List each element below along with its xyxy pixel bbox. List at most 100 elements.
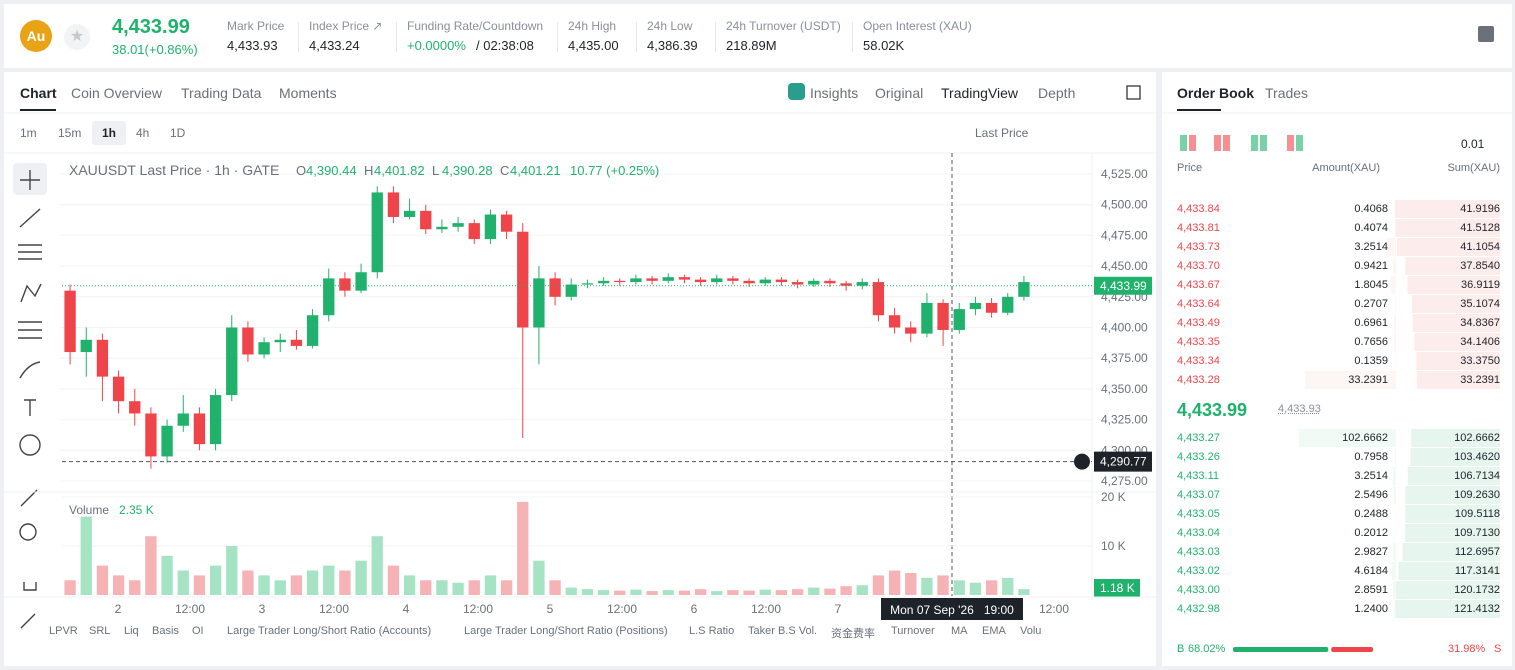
book-tab[interactable]: Trades bbox=[1265, 85, 1309, 101]
ohlc-key: H bbox=[364, 163, 374, 178]
volume-bar bbox=[646, 591, 658, 595]
volume-bar bbox=[145, 536, 157, 595]
view-tab[interactable]: Original bbox=[875, 85, 924, 101]
book-sum: 103.4620 bbox=[1454, 451, 1500, 463]
depth-bar bbox=[1398, 562, 1500, 580]
candle-body bbox=[436, 226, 448, 230]
favorite[interactable]: ★ bbox=[64, 24, 90, 50]
indicator[interactable]: Volu bbox=[1020, 625, 1042, 637]
indicator[interactable]: Turnover bbox=[891, 625, 935, 637]
view-tab[interactable]: TradingView bbox=[941, 85, 1019, 101]
chart-tab[interactable]: Chart bbox=[20, 85, 57, 101]
volume-bar bbox=[242, 570, 254, 595]
interval[interactable]: 4h bbox=[136, 126, 150, 140]
view-tab[interactable]: Depth bbox=[1038, 85, 1076, 101]
indicator[interactable]: MA bbox=[951, 625, 968, 637]
indicator[interactable]: SRL bbox=[89, 625, 111, 637]
volume-bar bbox=[403, 575, 416, 595]
indicator[interactable]: EMA bbox=[982, 625, 1006, 637]
interval[interactable]: 1D bbox=[170, 126, 186, 140]
column-header: Sum(XAU) bbox=[1447, 162, 1500, 174]
precision: 0.01 bbox=[1461, 137, 1485, 151]
price-source[interactable]: Last Price bbox=[975, 126, 1029, 140]
candle-body bbox=[1018, 282, 1030, 297]
candle-body bbox=[339, 278, 351, 291]
interval[interactable]: 15m bbox=[58, 126, 82, 140]
depth-bar bbox=[1402, 543, 1500, 561]
stat-value: 4,433.93 bbox=[227, 38, 278, 53]
indicator[interactable]: Large Trader Long/Short Ratio (Accounts) bbox=[227, 625, 432, 637]
candle-body bbox=[969, 302, 982, 310]
candle-body bbox=[274, 339, 286, 343]
x-tick-label: 2 bbox=[115, 602, 122, 616]
depth-bar bbox=[1416, 371, 1500, 389]
chart-tab[interactable]: Moments bbox=[279, 85, 337, 101]
depth-bar bbox=[1396, 219, 1500, 237]
buy-ratio: 68.02% bbox=[1188, 643, 1226, 655]
fullscreen bbox=[1126, 85, 1141, 100]
separator bbox=[636, 22, 637, 52]
cross-label: 4,290.77 bbox=[1100, 455, 1147, 469]
last-price-label: 4,433.99 bbox=[1100, 279, 1147, 293]
candle-body bbox=[306, 315, 319, 346]
candle-body bbox=[597, 280, 610, 284]
view-tab[interactable]: Insights bbox=[810, 85, 859, 101]
indicator[interactable]: Basis bbox=[152, 625, 179, 637]
book-price: 4,433.35 bbox=[1177, 336, 1220, 348]
indicator[interactable]: OI bbox=[192, 625, 204, 637]
x-tick-label: 12:00 bbox=[751, 602, 781, 616]
separator bbox=[557, 22, 558, 52]
depth-bar bbox=[1410, 448, 1500, 466]
volume-bar bbox=[985, 580, 998, 595]
x-tick-label: 12:00 bbox=[175, 602, 205, 616]
ohlc-value: 4,401.21 bbox=[510, 163, 561, 178]
candle-body bbox=[500, 214, 513, 232]
book-amount: 102.6662 bbox=[1342, 432, 1388, 444]
ohlc-value: 4,390.28 bbox=[442, 163, 493, 178]
candle-body bbox=[1002, 296, 1014, 313]
volume-bar bbox=[565, 587, 577, 595]
chart-tab[interactable]: Coin Overview bbox=[71, 85, 163, 101]
book-view bbox=[1189, 135, 1196, 151]
ohlc-key: C bbox=[500, 163, 510, 178]
volume-bar bbox=[824, 588, 836, 595]
separator bbox=[715, 22, 716, 52]
book-amount: 2.8591 bbox=[1354, 584, 1388, 596]
interval[interactable]: 1m bbox=[20, 126, 37, 140]
volume-bar bbox=[969, 582, 982, 595]
x-tick-label: 3 bbox=[259, 602, 266, 616]
stat-label: 24h Turnover (USDT) bbox=[726, 19, 841, 33]
indicator[interactable]: Large Trader Long/Short Ratio (Positions… bbox=[464, 625, 668, 637]
volume-bar bbox=[1002, 577, 1014, 595]
indicator[interactable]: Taker B.S Vol. bbox=[748, 625, 818, 637]
interval[interactable]: 1h bbox=[102, 126, 117, 140]
candle-body bbox=[985, 302, 998, 313]
candle-body bbox=[420, 210, 432, 230]
volume-bar bbox=[905, 572, 917, 595]
book-view bbox=[1260, 135, 1267, 151]
candle-body bbox=[921, 302, 933, 334]
volume-bar bbox=[193, 575, 206, 595]
buy-bar bbox=[1233, 647, 1329, 652]
separator bbox=[396, 22, 397, 52]
book-amount: 2.5496 bbox=[1354, 489, 1388, 501]
candle-body bbox=[937, 302, 949, 330]
book-tab[interactable]: Order Book bbox=[1177, 85, 1255, 101]
cross-time: Mon 07 Sep '26 19:00 bbox=[890, 603, 1014, 617]
y-tick-label: 4,525.00 bbox=[1101, 167, 1148, 181]
indicator[interactable]: LPVR bbox=[49, 625, 78, 637]
book-sum: 37.8540 bbox=[1460, 260, 1500, 272]
menu-icon[interactable] bbox=[1478, 26, 1494, 42]
volume-bar bbox=[1018, 589, 1030, 595]
chart-tab[interactable]: Trading Data bbox=[181, 85, 262, 101]
indicator[interactable]: L.S Ratio bbox=[689, 625, 735, 637]
x-tick-label: 12:00 bbox=[463, 602, 493, 616]
book-amount: 0.7656 bbox=[1354, 336, 1388, 348]
indicator[interactable]: 资金费率 bbox=[831, 628, 875, 640]
book-amount: 0.6961 bbox=[1354, 317, 1388, 329]
volume-bar bbox=[678, 590, 691, 595]
book-sum: 117.3141 bbox=[1454, 565, 1500, 577]
volume-bar bbox=[872, 575, 885, 595]
indicator[interactable]: Liq bbox=[124, 625, 139, 637]
